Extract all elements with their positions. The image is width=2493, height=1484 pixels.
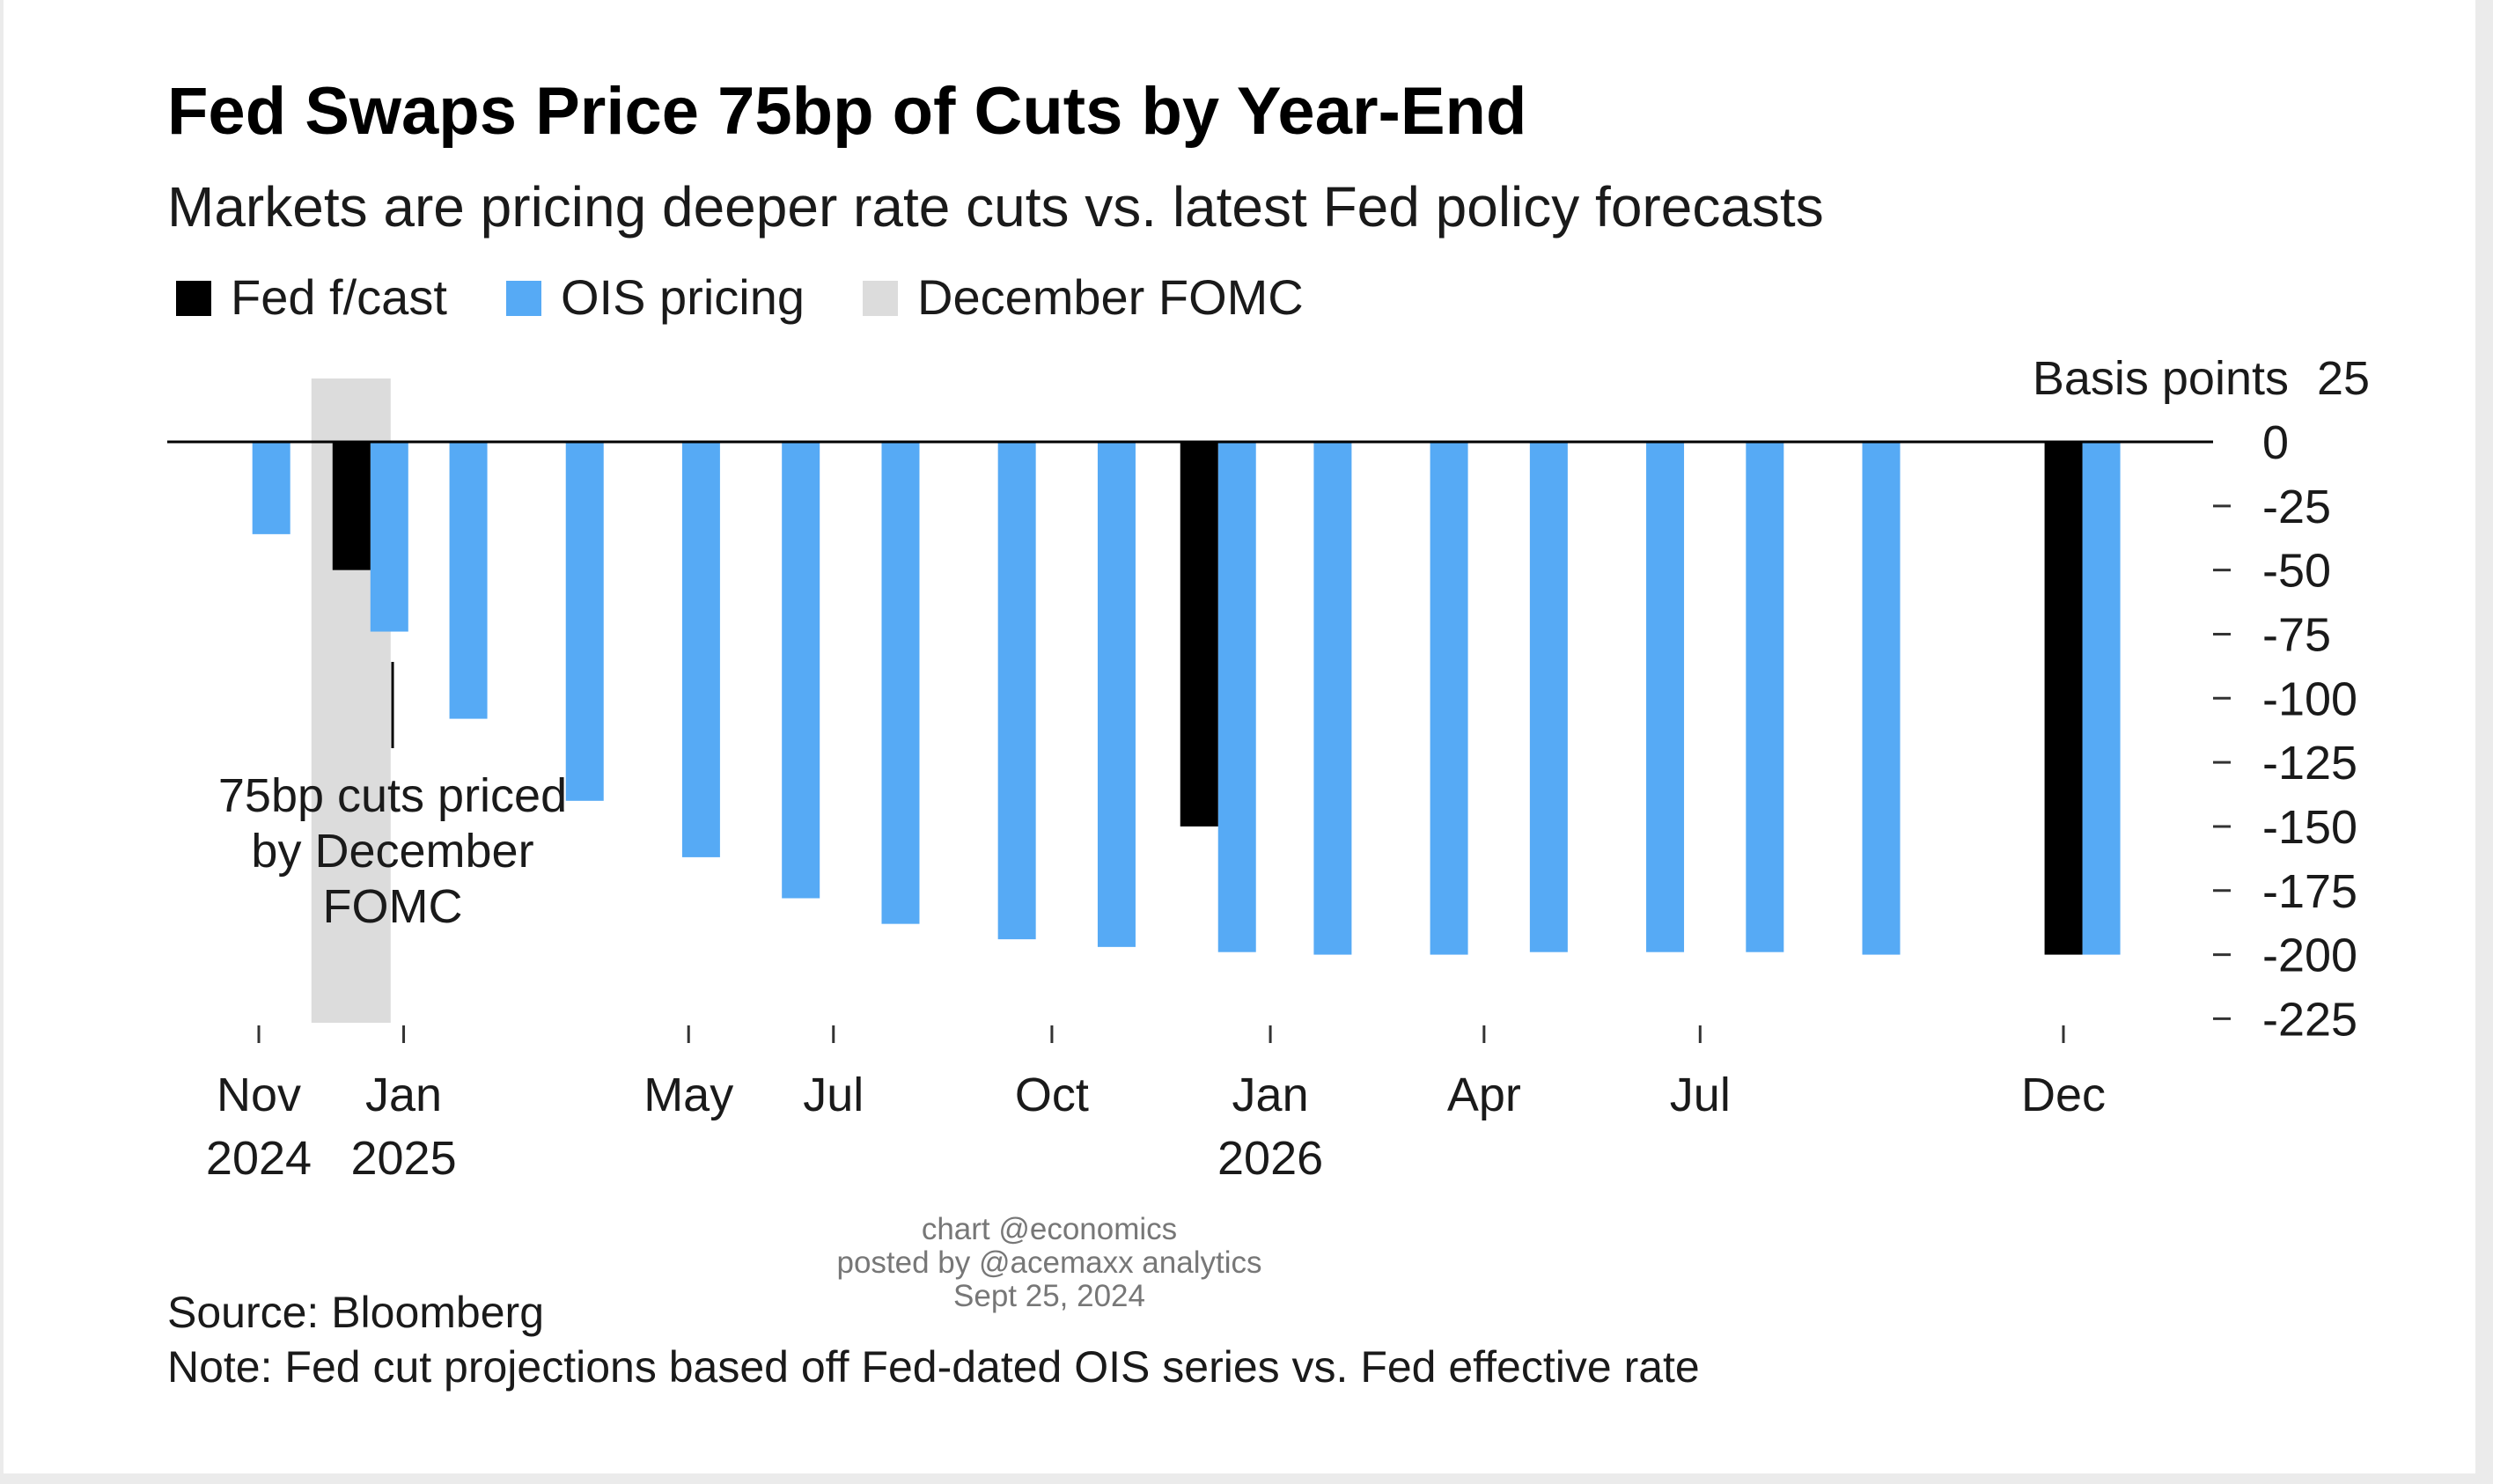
bar-ois-13 [1646,442,1685,952]
bar-ois-15 [1862,442,1901,955]
bar-ois-16 [2082,442,2121,955]
bar-ois-4 [681,442,720,857]
bar-fed-2 [2044,442,2083,955]
bar-ois-1 [370,442,408,632]
chart-subtitle: Markets are pricing deeper rate cuts vs.… [167,175,1824,239]
x-tick-year-1: 2025 [350,1132,456,1185]
bar-ois-9 [1217,442,1256,952]
x-tick-year-0: 2024 [206,1132,312,1185]
x-tick-label-2: May [643,1069,733,1121]
annotation-line-2: FOMC [323,880,463,933]
bar-ois-10 [1313,442,1352,955]
bar-ois-0 [252,442,290,534]
y-tick-label-0: 25 [2317,352,2370,405]
y-tick-label-1: 0 [2262,416,2289,469]
legend-label-2: December FOMC [917,269,1304,325]
watermark-line-2: Sept 25, 2024 [953,1279,1145,1313]
bar-ois-11 [1430,442,1468,955]
bar-ois-6 [881,442,920,924]
x-tick-label-4: Oct [1015,1069,1089,1121]
y-tick-label-3: -50 [2262,545,2331,598]
x-tick-label-3: Jul [803,1069,864,1121]
x-tick-label-7: Jul [1670,1069,1731,1121]
y-tick-label-7: -150 [2262,801,2357,854]
note-text: Note: Fed cut projections based off Fed-… [167,1342,1700,1392]
x-tick-label-6: Apr [1447,1069,1521,1121]
y-tick-label-6: -125 [2262,737,2357,790]
y-axis-unit-label: Basis points [2033,352,2289,405]
chart-title: Fed Swaps Price 75bp of Cuts by Year-End [167,74,1526,149]
legend-swatch-2 [863,281,898,316]
annotation-line-0: 75bp cuts priced [218,769,567,822]
bar-ois-12 [1529,442,1568,952]
legend-label-0: Fed f/cast [231,269,447,325]
x-tick-label-1: Jan [365,1069,442,1121]
bar-fed-1 [1180,442,1218,826]
annotation-line-1: by December [251,825,533,878]
watermark-line-0: chart @economics [922,1212,1177,1246]
x-tick-label-0: Nov [217,1069,301,1121]
y-tick-label-5: -100 [2262,672,2357,725]
bar-ois-3 [565,442,604,801]
watermark-line-1: posted by @acemaxx analytics [837,1245,1262,1280]
legend-swatch-1 [506,281,541,316]
bar-ois-7 [997,442,1036,940]
source-text: Source: Bloomberg [167,1288,544,1337]
bar-ois-14 [1746,442,1784,952]
x-tick-label-8: Dec [2021,1069,2106,1121]
bar-ois-2 [449,442,488,719]
y-tick-label-8: -175 [2262,865,2357,918]
x-tick-label-5: Jan [1232,1069,1309,1121]
y-tick-label-9: -200 [2262,929,2357,982]
x-tick-year-5: 2026 [1217,1132,1323,1185]
bar-ois-8 [1097,442,1136,947]
bar-ois-5 [782,442,820,899]
bar-fed-0 [332,442,371,570]
y-tick-label-4: -75 [2262,608,2331,661]
legend-swatch-0 [176,281,211,316]
chart-card: Fed Swaps Price 75bp of Cuts by Year-End… [4,0,2475,1473]
y-tick-label-10: -225 [2262,993,2357,1046]
legend-label-1: OIS pricing [561,269,805,325]
chart: Fed Swaps Price 75bp of Cuts by Year-End… [167,74,2370,1392]
y-tick-label-2: -25 [2262,481,2331,533]
